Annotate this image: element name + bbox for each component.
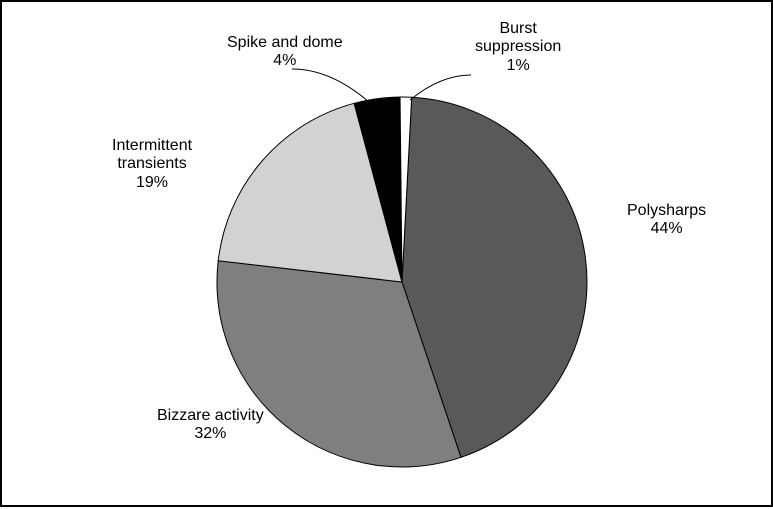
- pie-chart: [2, 2, 773, 509]
- leader-line: [410, 75, 471, 100]
- slice-label: Polysharps 44%: [627, 202, 706, 239]
- chart-frame: Polysharps 44% Bizzare activity 32% Interm…: [0, 0, 773, 507]
- slice-label: Burst suppression 1%: [475, 20, 561, 75]
- slice-label: Intermittent transients 19%: [112, 137, 192, 192]
- slice-label: Bizzare activity 32%: [157, 407, 264, 444]
- slice-label: Spike and dome 4%: [227, 34, 343, 71]
- leader-line: [292, 69, 369, 102]
